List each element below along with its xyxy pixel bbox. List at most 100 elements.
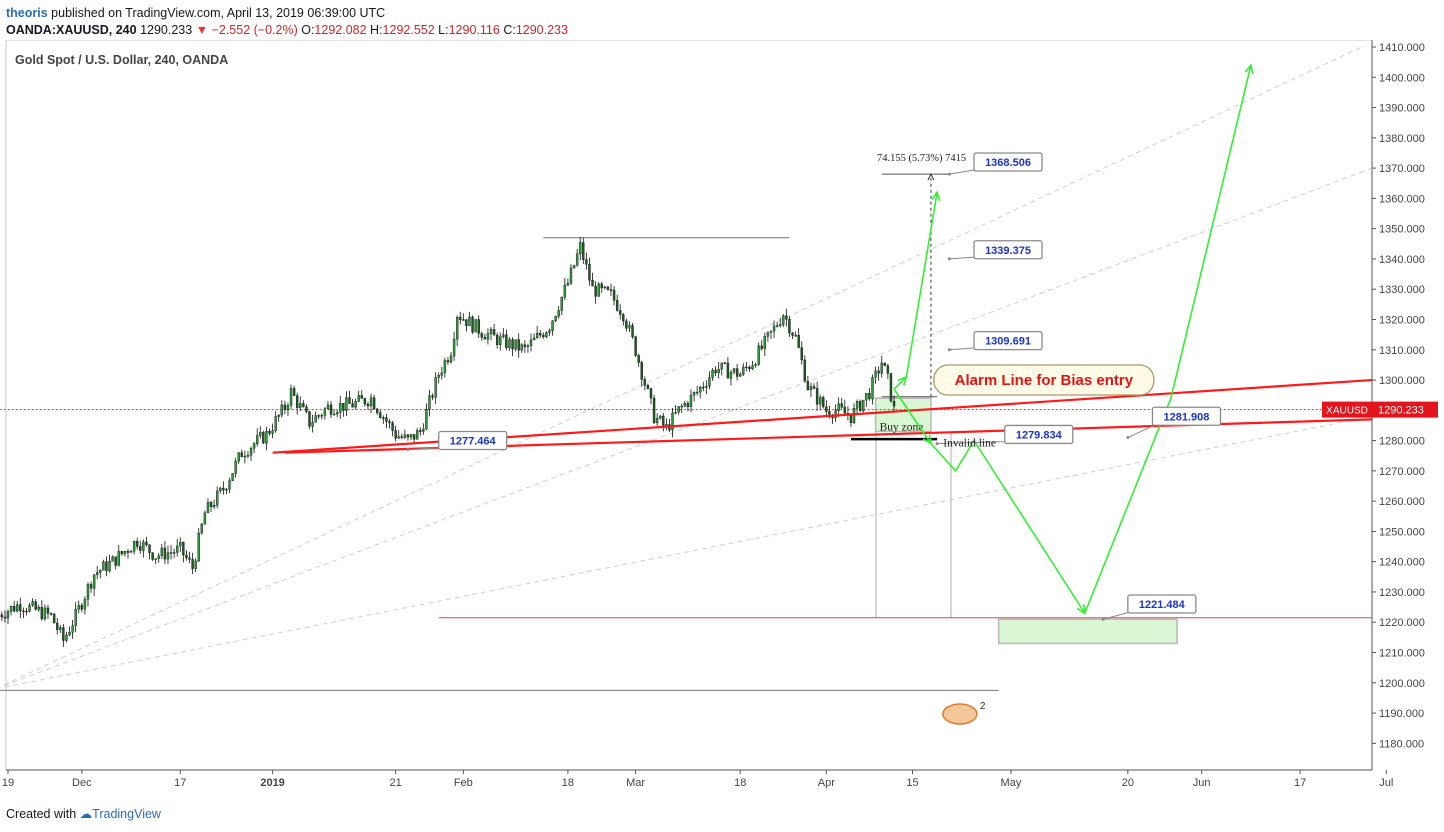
candle-body: [892, 400, 896, 407]
candle-body: [566, 282, 570, 286]
candle-body: [554, 316, 557, 322]
candle-body: [492, 329, 496, 336]
candle-body: [212, 504, 216, 508]
candle-body: [548, 330, 551, 333]
candle-body: [348, 397, 351, 404]
candle-body: [428, 395, 431, 410]
label-1277: 1277.464: [450, 436, 497, 448]
y-tick-label: 1330.000: [1379, 284, 1425, 296]
candle-body: [372, 397, 376, 410]
tradingview-brand[interactable]: TradingView: [92, 807, 161, 821]
candle-body: [619, 310, 622, 315]
candle-body: [877, 370, 880, 374]
chart-title: Gold Spot / U.S. Dollar, 240, OANDA: [15, 53, 228, 67]
price-chart[interactable]: Gold Spot / U.S. Dollar, 240, OANDA 1180.…: [0, 40, 1444, 800]
tradingview-logo-icon[interactable]: ☁: [79, 807, 93, 821]
candle-body: [225, 489, 228, 491]
candle-body: [766, 332, 770, 337]
measure-arrowhead: [927, 173, 935, 181]
candle-body: [403, 434, 407, 438]
candle-body: [179, 541, 182, 547]
candle-body: [588, 264, 591, 281]
candle-body: [120, 551, 124, 555]
candle-body: [806, 380, 810, 390]
candle-body: [280, 404, 284, 416]
candle-body: [200, 523, 204, 534]
candle-body: [775, 325, 779, 327]
candle-body: [837, 403, 840, 411]
y-tick-label: 1220.000: [1379, 617, 1425, 629]
candle-body: [769, 330, 773, 333]
candle-body: [182, 541, 185, 556]
author-link[interactable]: theoris: [6, 6, 48, 20]
candle-body: [649, 388, 653, 399]
candle-body: [117, 551, 120, 566]
x-tick-label: 18: [562, 777, 574, 789]
candle-body: [865, 393, 868, 401]
candle-body: [299, 403, 302, 408]
candle-body: [323, 408, 327, 416]
candle-body: [465, 319, 468, 326]
candle-body: [671, 412, 674, 431]
candle-body: [160, 547, 164, 556]
candle-body: [662, 415, 665, 426]
x-tick-label: 2019: [260, 777, 284, 789]
candle-body: [563, 284, 567, 298]
candle-body: [717, 368, 720, 374]
candle-body: [415, 430, 419, 440]
candle-body: [22, 610, 25, 613]
candle-body: [74, 608, 77, 626]
candle-body: [286, 405, 290, 410]
candle-body: [188, 557, 191, 560]
candle-body: [655, 417, 659, 424]
candle-body: [782, 315, 785, 325]
candle-body: [169, 552, 173, 554]
close-label: C:: [503, 23, 516, 37]
y-tick-label: 1360.000: [1379, 193, 1425, 205]
candle-body: [575, 253, 579, 266]
candle-body: [612, 289, 616, 301]
candle-body: [360, 395, 363, 399]
projection-drop-arrowhead: [1076, 604, 1086, 615]
target-zone-box: [997, 618, 1178, 645]
label-1309-dot: [947, 348, 951, 352]
candle-body: [569, 267, 573, 284]
candle-body: [695, 391, 699, 394]
x-tick-label: Apr: [818, 777, 835, 789]
candle-body: [357, 395, 360, 402]
candle-body: [123, 551, 127, 555]
price-badge-bg: [1372, 401, 1438, 418]
candle-body: [545, 332, 548, 338]
y-tick-label: 1310.000: [1379, 345, 1425, 357]
candle-body: [25, 610, 28, 613]
candle-body: [206, 502, 210, 514]
last-price: 1290.233: [140, 23, 193, 37]
candle-body: [483, 337, 487, 340]
candle-body: [523, 344, 527, 347]
candle-body: [714, 369, 717, 374]
x-tick-label: May: [1001, 777, 1022, 789]
candle-body: [166, 552, 170, 560]
candle-body: [80, 605, 84, 610]
y-tick-label: 1240.000: [1379, 557, 1425, 569]
candle-body: [369, 397, 373, 407]
y-tick-label: 1260.000: [1379, 496, 1425, 508]
candle-body: [136, 541, 139, 547]
y-tick-label: 1190.000: [1379, 708, 1424, 720]
candle-body: [840, 403, 843, 408]
candle-body: [0, 614, 4, 618]
projection-start-arrowhead: [897, 375, 908, 386]
candle-body: [495, 334, 499, 345]
price-change: −2.552 (−0.2%): [211, 23, 298, 37]
candle-body: [329, 404, 333, 415]
candle-body: [317, 415, 320, 417]
us-flag-event-icon: [942, 703, 978, 725]
candle-body: [71, 625, 74, 633]
candle-body: [468, 316, 471, 326]
candle-body: [720, 362, 723, 370]
candle-body: [311, 422, 314, 427]
symbol-badge-bg: [1322, 401, 1372, 418]
candle-body: [16, 604, 19, 612]
candle-body: [108, 561, 111, 572]
candle-body: [400, 436, 403, 438]
